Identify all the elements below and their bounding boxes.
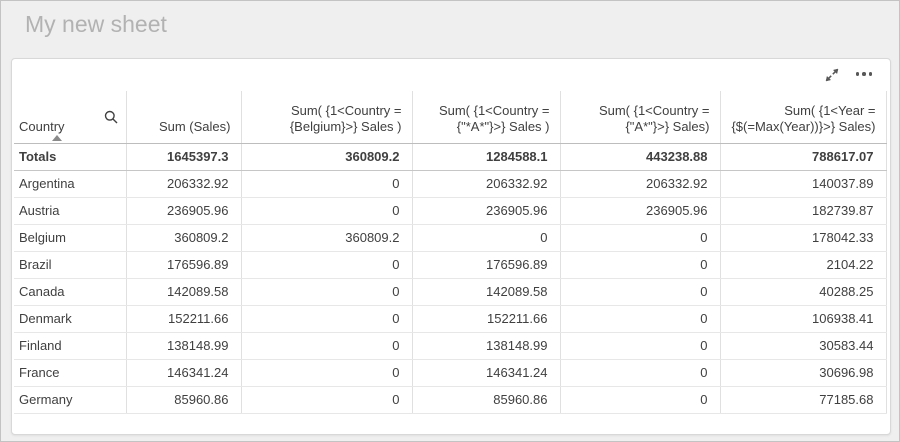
sheet-title: My new sheet	[25, 11, 167, 37]
country-cell[interactable]: Denmark	[14, 305, 126, 333]
table-row-brazil: Brazil 176596.89 0 176596.89 0 2104.22	[14, 251, 887, 279]
table-row-finland: Finland 138148.99 0 138148.99 0 30583.44	[14, 332, 887, 360]
value-cell: 1284588.1	[411, 143, 560, 171]
fullscreen-icon[interactable]	[823, 66, 841, 84]
column-header-measure-4[interactable]: Sum( {1<Country = {"A*"}>} Sales)	[559, 91, 720, 144]
totals-label-cell: Totals	[14, 143, 126, 171]
value-cell: 30696.98	[719, 359, 887, 387]
sort-ascending-icon	[52, 134, 62, 141]
value-cell: 152211.66	[411, 305, 560, 333]
country-cell[interactable]: Canada	[14, 278, 126, 306]
value-cell: 142089.58	[125, 278, 241, 306]
country-cell[interactable]: Germany	[14, 386, 126, 414]
value-cell: 206332.92	[125, 170, 241, 198]
value-cell: 206332.92	[411, 170, 560, 198]
value-cell: 140037.89	[719, 170, 887, 198]
column-header-measure-3[interactable]: Sum( {1<Country = {"*A*"}>} Sales )	[411, 91, 560, 144]
value-cell: 85960.86	[125, 386, 241, 414]
value-cell: 0	[559, 305, 720, 333]
value-cell: 176596.89	[411, 251, 560, 279]
value-cell: 0	[559, 278, 720, 306]
value-cell: 788617.07	[719, 143, 887, 171]
value-cell: 0	[240, 386, 412, 414]
value-cell: 360809.2	[240, 143, 412, 171]
value-cell: 2104.22	[719, 251, 887, 279]
country-cell[interactable]: Argentina	[14, 170, 126, 198]
more-options-icon[interactable]	[855, 72, 872, 78]
value-cell: 0	[559, 224, 720, 252]
table-row-france: France 146341.24 0 146341.24 0 30696.98	[14, 359, 887, 387]
value-cell: 236905.96	[559, 197, 720, 225]
value-cell: 138148.99	[125, 332, 241, 360]
value-cell: 0	[559, 332, 720, 360]
dot	[855, 72, 859, 76]
table-row-denmark: Denmark 152211.66 0 152211.66 0 106938.41	[14, 305, 887, 333]
value-cell: 0	[240, 332, 412, 360]
country-cell[interactable]: Austria	[14, 197, 126, 225]
column-header-measure-1[interactable]: Sum (Sales)	[125, 91, 241, 144]
column-label: Sum (Sales)	[158, 118, 231, 134]
value-cell: 106938.41	[719, 305, 887, 333]
value-cell: 0	[240, 305, 412, 333]
dot	[868, 72, 872, 76]
value-cell: 85960.86	[411, 386, 560, 414]
search-icon[interactable]	[104, 110, 118, 124]
country-cell[interactable]: Finland	[14, 332, 126, 360]
value-cell: 0	[240, 251, 412, 279]
value-cell: 0	[559, 251, 720, 279]
table-row-argentina: Argentina 206332.92 0 206332.92 206332.92 140…	[14, 170, 887, 198]
table-row-belgium: Belgium 360809.2 360809.2 0 0 178042.33	[14, 224, 887, 252]
column-label: Sum( {1<Year = {$(=Max(Year))}>} Sales)	[731, 102, 876, 134]
column-label: Sum( {1<Country = {"*A*"}>} Sales )	[438, 102, 550, 134]
value-cell: 152211.66	[125, 305, 241, 333]
sales-table: Country Sum (Sales) Sum( {1<Country = {Bel…	[14, 91, 887, 414]
object-toolbar	[12, 59, 890, 91]
totals-row: Totals 1645397.3 360809.2 1284588.1 443238.8…	[14, 143, 887, 171]
country-cell[interactable]: Belgium	[14, 224, 126, 252]
table-row-canada: Canada 142089.58 0 142089.58 0 40288.25	[14, 278, 887, 306]
country-cell[interactable]: Brazil	[14, 251, 126, 279]
value-cell: 206332.92	[559, 170, 720, 198]
value-cell: 236905.96	[125, 197, 241, 225]
column-label: Sum( {1<Country = {Belgium}>} Sales )	[289, 102, 402, 134]
value-cell: 0	[240, 197, 412, 225]
value-cell: 146341.24	[125, 359, 241, 387]
value-cell: 142089.58	[411, 278, 560, 306]
table-object-panel: Country Sum (Sales) Sum( {1<Country = {Bel…	[11, 58, 891, 435]
value-cell: 146341.24	[411, 359, 560, 387]
value-cell: 77185.68	[719, 386, 887, 414]
value-cell: 176596.89	[125, 251, 241, 279]
value-cell: 40288.25	[719, 278, 887, 306]
value-cell: 1645397.3	[125, 143, 241, 171]
header-row: Country Sum (Sales) Sum( {1<Country = {Bel…	[14, 91, 887, 144]
country-cell[interactable]: France	[14, 359, 126, 387]
table-row-austria: Austria 236905.96 0 236905.96 236905.96 18273…	[14, 197, 887, 225]
value-cell: 138148.99	[411, 332, 560, 360]
value-cell: 0	[559, 359, 720, 387]
value-cell: 182739.87	[719, 197, 887, 225]
value-cell: 178042.33	[719, 224, 887, 252]
table-row-germany: Germany 85960.86 0 85960.86 0 77185.68	[14, 386, 887, 414]
value-cell: 0	[240, 170, 412, 198]
column-label: Sum( {1<Country = {"A*"}>} Sales)	[598, 102, 710, 134]
value-cell: 30583.44	[719, 332, 887, 360]
value-cell: 0	[240, 359, 412, 387]
table-body: Totals 1645397.3 360809.2 1284588.1 443238.8…	[14, 143, 887, 414]
column-header-measure-5[interactable]: Sum( {1<Year = {$(=Max(Year))}>} Sales)	[719, 91, 887, 144]
value-cell: 236905.96	[411, 197, 560, 225]
value-cell: 360809.2	[240, 224, 412, 252]
column-label: Country	[19, 118, 65, 134]
value-cell: 0	[411, 224, 560, 252]
column-header-measure-2[interactable]: Sum( {1<Country = {Belgium}>} Sales )	[240, 91, 412, 144]
value-cell: 360809.2	[125, 224, 241, 252]
dot	[862, 72, 866, 76]
value-cell: 0	[559, 386, 720, 414]
value-cell: 0	[240, 278, 412, 306]
column-header-country[interactable]: Country	[14, 91, 126, 144]
value-cell: 443238.88	[559, 143, 720, 171]
